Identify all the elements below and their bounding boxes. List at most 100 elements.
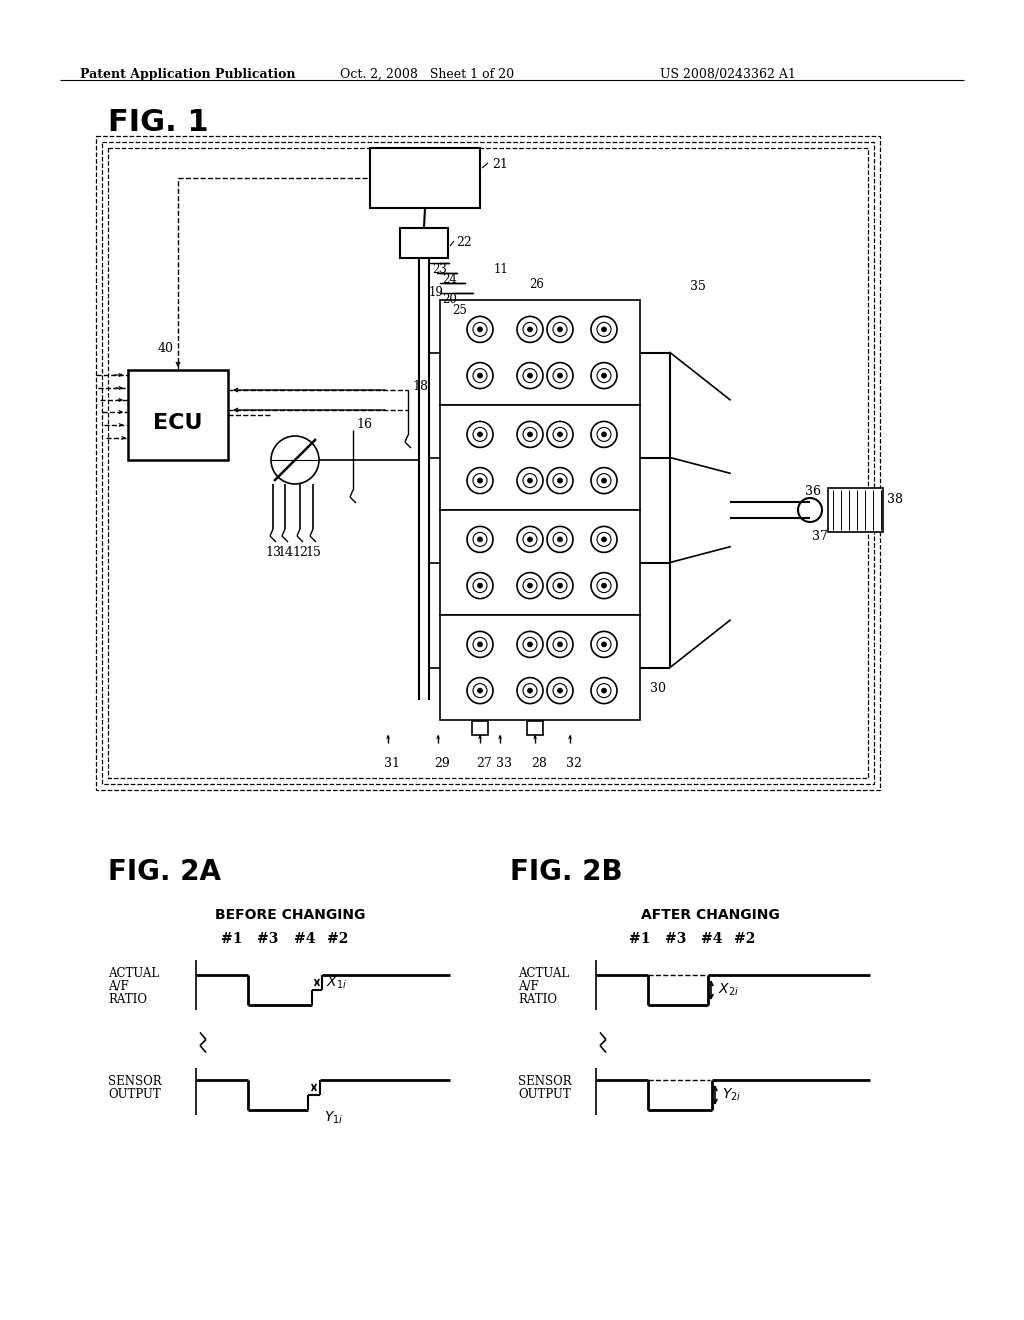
Text: 35: 35: [690, 280, 706, 293]
Text: #1: #1: [630, 932, 650, 946]
Text: FIG. 1: FIG. 1: [108, 108, 209, 137]
Text: 11: 11: [494, 263, 509, 276]
Text: ACTUAL: ACTUAL: [518, 968, 569, 979]
Bar: [440, 405, 640, 510]
Text: 20: 20: [442, 293, 457, 306]
Text: 30: 30: [650, 682, 666, 696]
Text: #2: #2: [328, 932, 349, 946]
Circle shape: [601, 478, 606, 483]
Circle shape: [527, 583, 532, 589]
Circle shape: [601, 327, 606, 331]
Text: RATIO: RATIO: [518, 993, 557, 1006]
Text: 16: 16: [356, 418, 372, 432]
Circle shape: [557, 478, 562, 483]
Circle shape: [527, 537, 532, 543]
Text: 38: 38: [887, 492, 903, 506]
Circle shape: [477, 642, 482, 647]
Circle shape: [477, 537, 482, 543]
Circle shape: [477, 432, 482, 437]
Text: Patent Application Publication: Patent Application Publication: [80, 69, 296, 81]
Text: FIG. 2B: FIG. 2B: [510, 858, 623, 886]
Circle shape: [557, 327, 562, 331]
Text: 15: 15: [305, 546, 321, 558]
Bar: [440, 300, 640, 405]
Bar: [472, 721, 488, 735]
Bar: [440, 510, 640, 615]
Text: SENSOR: SENSOR: [108, 1074, 162, 1088]
Circle shape: [601, 374, 606, 378]
Text: 29: 29: [434, 756, 450, 770]
Text: $Y_{2i}$: $Y_{2i}$: [722, 1086, 741, 1104]
Text: OUTPUT: OUTPUT: [518, 1088, 570, 1101]
Circle shape: [527, 478, 532, 483]
Text: 21: 21: [492, 158, 508, 172]
Text: AFTER CHANGING: AFTER CHANGING: [641, 908, 779, 921]
Text: ACTUAL: ACTUAL: [108, 968, 159, 979]
Bar: [102, 143, 874, 784]
Circle shape: [527, 327, 532, 331]
Circle shape: [527, 642, 532, 647]
Text: 19: 19: [429, 286, 443, 300]
Bar: [370, 148, 480, 209]
Text: ECU: ECU: [154, 413, 203, 433]
Text: 26: 26: [529, 279, 544, 290]
Circle shape: [527, 688, 532, 693]
Bar: [828, 488, 883, 532]
Text: BEFORE CHANGING: BEFORE CHANGING: [215, 908, 366, 921]
Text: US 2008/0243362 A1: US 2008/0243362 A1: [660, 69, 796, 81]
Circle shape: [557, 688, 562, 693]
Circle shape: [557, 583, 562, 589]
Circle shape: [477, 327, 482, 331]
Bar: [440, 615, 640, 719]
Circle shape: [477, 478, 482, 483]
Circle shape: [601, 537, 606, 543]
Text: $X_{1i}$: $X_{1i}$: [326, 974, 347, 991]
Text: 28: 28: [531, 756, 547, 770]
Text: #2: #2: [734, 932, 756, 946]
Text: $Y_{1i}$: $Y_{1i}$: [324, 1110, 343, 1126]
Text: A/F: A/F: [108, 979, 129, 993]
Text: 32: 32: [566, 756, 582, 770]
Circle shape: [557, 432, 562, 437]
Text: 31: 31: [384, 756, 400, 770]
Text: RATIO: RATIO: [108, 993, 147, 1006]
Text: 36: 36: [805, 484, 821, 498]
Text: #4: #4: [701, 932, 723, 946]
Text: 33: 33: [496, 756, 512, 770]
Text: 40: 40: [158, 342, 174, 355]
Circle shape: [601, 688, 606, 693]
Text: $X_{2i}$: $X_{2i}$: [718, 982, 739, 998]
Text: 23: 23: [432, 263, 446, 276]
Text: #3: #3: [666, 932, 687, 946]
Circle shape: [601, 432, 606, 437]
Text: 18: 18: [412, 380, 428, 393]
Circle shape: [477, 374, 482, 378]
Bar: [108, 148, 868, 777]
Text: 37: 37: [812, 531, 827, 543]
Text: FIG. 2A: FIG. 2A: [108, 858, 221, 886]
Circle shape: [527, 432, 532, 437]
Text: 14: 14: [278, 546, 293, 558]
Bar: [128, 370, 228, 459]
Text: 12: 12: [292, 546, 308, 558]
Text: Oct. 2, 2008   Sheet 1 of 20: Oct. 2, 2008 Sheet 1 of 20: [340, 69, 514, 81]
Text: #3: #3: [257, 932, 279, 946]
Text: 24: 24: [442, 273, 457, 286]
Text: #1: #1: [221, 932, 243, 946]
Bar: [96, 136, 880, 789]
Circle shape: [477, 583, 482, 589]
Circle shape: [557, 642, 562, 647]
Text: 22: 22: [456, 236, 472, 249]
Text: A/F: A/F: [518, 979, 539, 993]
Circle shape: [527, 374, 532, 378]
Circle shape: [477, 688, 482, 693]
Circle shape: [601, 583, 606, 589]
Text: #4: #4: [294, 932, 315, 946]
Circle shape: [601, 642, 606, 647]
Text: 13: 13: [265, 546, 281, 558]
Bar: [400, 228, 449, 257]
Text: SENSOR: SENSOR: [518, 1074, 571, 1088]
Circle shape: [557, 374, 562, 378]
Bar: [527, 721, 543, 735]
Text: 25: 25: [452, 304, 467, 317]
